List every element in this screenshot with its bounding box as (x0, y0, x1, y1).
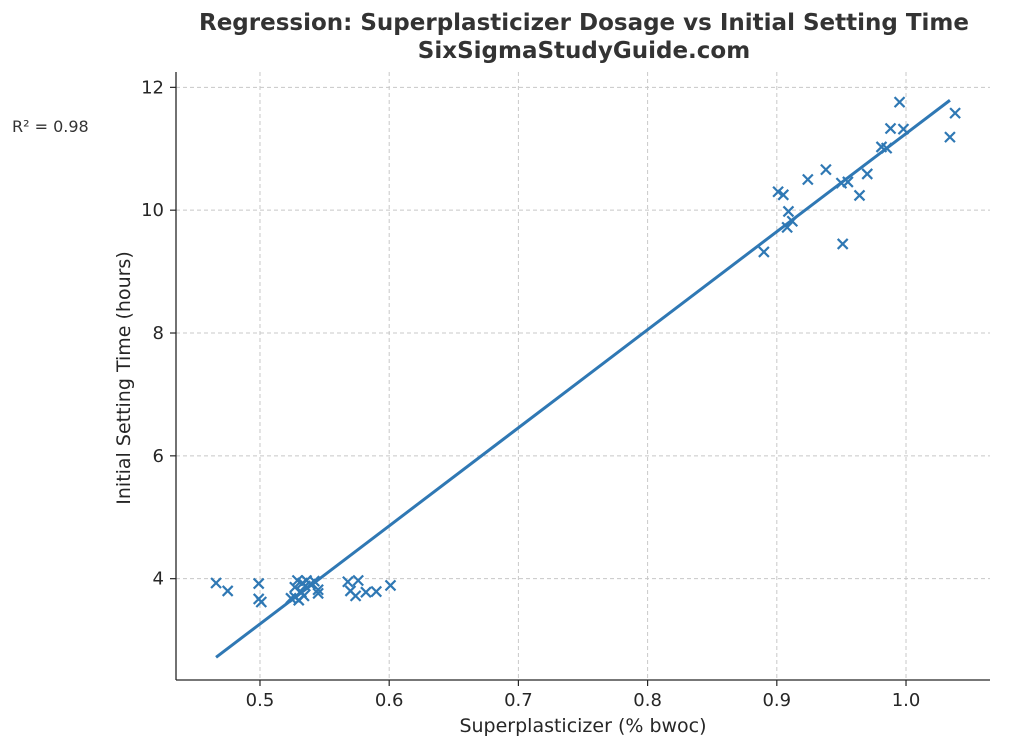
y-tick-label: 4 (153, 569, 164, 590)
data-point (342, 575, 354, 588)
y-tick-label: 6 (153, 446, 164, 467)
regression-layer (215, 99, 951, 659)
data-point (842, 176, 854, 188)
x-tick-label: 0.6 (375, 690, 404, 711)
data-point (944, 131, 956, 143)
r-squared-annotation: R² = 0.98 (12, 117, 89, 136)
data-point (255, 596, 268, 608)
data-point (897, 123, 910, 135)
y-tick-label: 8 (153, 323, 164, 344)
y-axis-ticks: 4 6 8 10 12 (141, 77, 176, 590)
data-point (384, 579, 397, 592)
data-point (352, 574, 364, 587)
data-point (252, 577, 265, 590)
data-point (312, 587, 324, 600)
data-point (861, 168, 874, 180)
x-tick-label: 0.8 (633, 690, 662, 711)
data-points (210, 96, 961, 608)
data-point (221, 585, 234, 597)
x-tick-label: 0.9 (762, 690, 791, 711)
data-point (370, 585, 383, 598)
x-tick-label: 0.7 (504, 690, 533, 711)
data-point (210, 577, 222, 589)
y-axis-label: Initial Setting Time (hours) (113, 251, 135, 504)
x-tick-label: 1.0 (892, 690, 921, 711)
data-point (786, 215, 799, 228)
data-point (782, 205, 795, 218)
data-point (820, 163, 832, 176)
y-tick-label: 10 (141, 200, 164, 221)
data-point (777, 189, 790, 201)
data-point (298, 590, 310, 602)
x-axis-ticks: 0.5 0.6 0.7 0.8 0.9 1.0 (246, 680, 921, 711)
data-point (853, 189, 866, 202)
data-point (312, 583, 324, 596)
data-point (349, 590, 362, 602)
data-point (893, 96, 906, 108)
data-point (772, 185, 784, 198)
data-point (360, 586, 372, 598)
data-point (758, 246, 770, 258)
x-tick-label: 0.5 (246, 690, 275, 711)
data-point (308, 575, 321, 587)
data-point (884, 122, 897, 135)
data-point (802, 173, 814, 186)
chart-title: Regression: Superplasticizer Dosage vs I… (199, 10, 969, 36)
y-tick-label: 12 (141, 77, 164, 98)
chart-subtitle: SixSigmaStudyGuide.com (417, 38, 751, 64)
x-axis-label: Superplasticizer (% bwoc) (459, 715, 706, 737)
data-point (836, 238, 849, 250)
data-point (880, 142, 893, 154)
data-point (949, 107, 961, 119)
regression-line (215, 99, 951, 659)
